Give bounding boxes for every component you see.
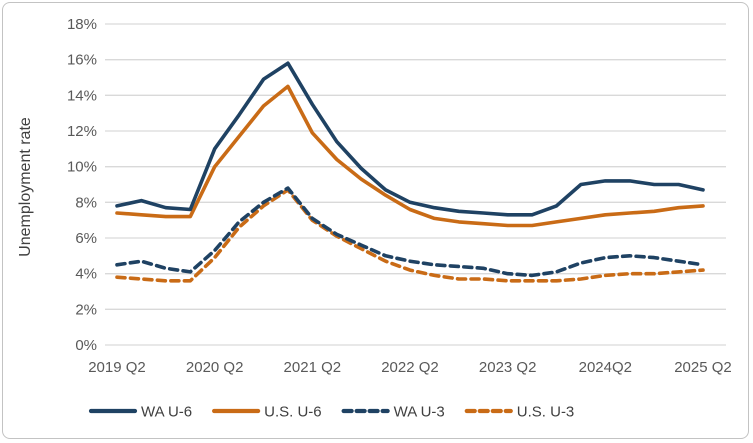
x-tick-label: 2019 Q2 [88,359,146,376]
y-tick-label: 8% [75,194,97,211]
series-line-u-s-u-6 [115,84,705,228]
legend-label: WA U-3 [394,404,445,421]
legend-label: WA U-6 [141,404,192,421]
legend-label: U.S. U-6 [264,404,322,421]
chart-frame: 0% 2% 4% 6% 8% 10% 12% 14% 16% 18% 2019 Q2 2020 Q2 2… [2,2,749,439]
x-tick-label: 2023 Q2 [479,359,537,376]
series-line-wa-u-3 [115,186,705,278]
y-tick-label: 12% [67,123,97,140]
x-tick-label: 2025 Q2 [674,359,732,376]
y-tick-label: 16% [67,52,97,69]
y-axis-title: Unemployment rate [17,117,34,257]
legend-label: U.S. U-3 [517,404,575,421]
x-tick-label: 2022 Q2 [381,359,439,376]
series-line-wa-u-6 [115,61,705,217]
y-tick-label: 10% [67,159,97,176]
y-tick-label: 18% [67,16,97,33]
unemployment-line-chart: 0% 2% 4% 6% 8% 10% 12% 14% 16% 18% 2019 Q2 2020 Q2 2… [17,16,732,421]
y-tick-label: 0% [75,337,97,354]
x-tick-label: 2021 Q2 [284,359,342,376]
x-tick-label: 2020 Q2 [186,359,244,376]
series-line-u-s-u-3 [115,188,705,283]
y-tick-label: 2% [75,301,97,318]
y-tick-label: 6% [75,230,97,247]
y-tick-label: 14% [67,87,97,104]
y-tick-label: 4% [75,266,97,283]
x-tick-label: 2024Q2 [579,359,632,376]
